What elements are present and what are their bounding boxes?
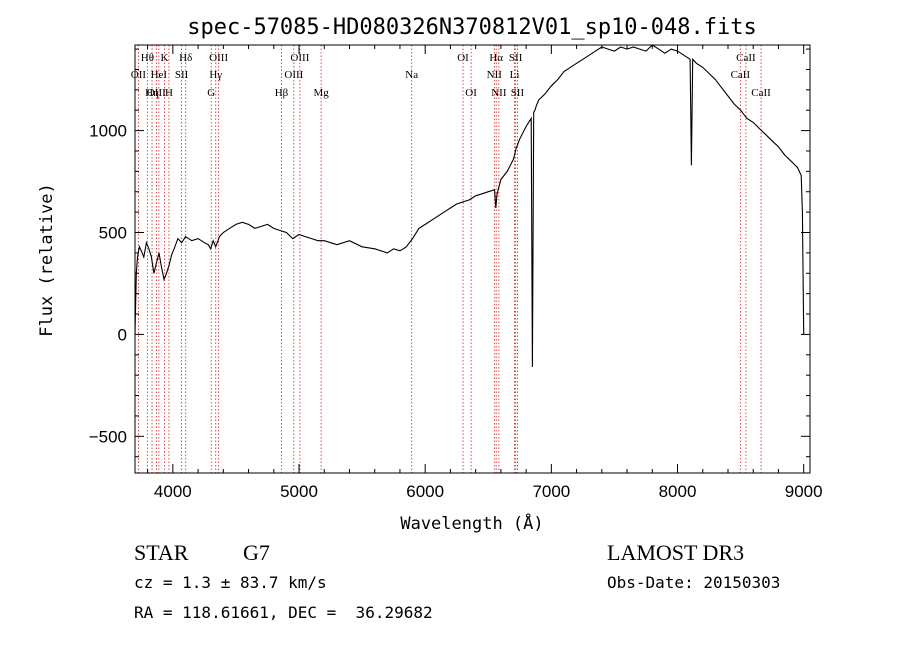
survey-name: LAMOST DR3 bbox=[607, 540, 745, 565]
spectral-line-label: Hη bbox=[145, 87, 159, 99]
y-tick-label: −500 bbox=[89, 427, 127, 446]
x-axis: 4000 5000 6000 7000 8000 9000 bbox=[147, 45, 823, 501]
spectral-line-label: CaII bbox=[751, 87, 771, 99]
spectral-line-label: Hδ bbox=[179, 52, 192, 64]
spectral-line-label: Hγ bbox=[209, 69, 222, 81]
spectral-line-label: Hβ bbox=[275, 87, 289, 99]
obs-date: Obs-Date: 20150303 bbox=[607, 573, 781, 592]
object-subclass: G7 bbox=[243, 540, 270, 565]
spectrum-series-line bbox=[134, 44, 805, 368]
spectral-line-label: Mg bbox=[313, 87, 329, 99]
chart-title: spec-57085-HD080326N370812V01_sp10-048.f… bbox=[187, 15, 757, 40]
y-tick-label: 1000 bbox=[89, 122, 127, 141]
x-tick-label: 7000 bbox=[532, 482, 570, 501]
spectral-line-label: HeI bbox=[151, 69, 168, 81]
y-tick-label: 500 bbox=[99, 224, 127, 243]
x-tick-label: 9000 bbox=[785, 482, 823, 501]
spectral-line-label: SII bbox=[175, 69, 189, 81]
coordinates-readout: RA = 118.61661, DEC = 36.29682 bbox=[134, 603, 433, 622]
y-tick-label: 0 bbox=[118, 325, 127, 344]
spectral-line-label: Na bbox=[405, 69, 418, 81]
spectral-line-label: OI bbox=[457, 52, 469, 64]
spectral-line-label: H bbox=[165, 87, 173, 99]
x-tick-label: 4000 bbox=[154, 482, 192, 501]
object-class: STAR bbox=[134, 540, 189, 565]
x-tick-label: 5000 bbox=[280, 482, 318, 501]
spectral-line-label: NII bbox=[491, 87, 507, 99]
x-tick-label: 8000 bbox=[659, 482, 697, 501]
spectral-line-label: Li bbox=[510, 69, 520, 81]
spectral-line-label: G bbox=[207, 87, 215, 99]
spectral-line-label: NII bbox=[487, 69, 503, 81]
plot-frame bbox=[134, 44, 811, 474]
spectral-line-labels: Hθ K Hδ OIII OIII OI Hα SII CaII OII HeI SII Hγ OIII N… bbox=[131, 52, 771, 99]
x-tick-label: 6000 bbox=[406, 482, 444, 501]
spectral-line-label: OI bbox=[465, 87, 477, 99]
spectral-line-label: SII bbox=[509, 52, 523, 64]
spectral-line-label: OIII bbox=[209, 52, 228, 64]
spectrum-chart: spec-57085-HD080326N370812V01_sp10-048.f… bbox=[37, 15, 823, 534]
spectral-line-label: CaII bbox=[731, 69, 751, 81]
y-axis-label: Flux (relative) bbox=[37, 183, 57, 337]
y-axis: −500 0 500 1000 bbox=[89, 48, 810, 458]
spectral-line-label: OII bbox=[131, 69, 147, 81]
spectral-line-label: K bbox=[161, 52, 169, 64]
spectral-line-label: Hθ bbox=[141, 52, 154, 64]
velocity-readout: cz = 1.3 ± 83.7 km/s bbox=[134, 573, 327, 592]
spectral-line-label: OIII bbox=[290, 52, 309, 64]
spectral-line-markers bbox=[138, 45, 762, 473]
spectral-line-label: Hα bbox=[489, 52, 503, 64]
spectral-line-label: SII bbox=[511, 87, 525, 99]
spectral-line-label: OIII bbox=[284, 69, 303, 81]
x-axis-label: Wavelength (Å) bbox=[400, 512, 543, 534]
spectral-line-label: CaII bbox=[736, 52, 756, 64]
spectral-line-label: OIII bbox=[147, 87, 166, 99]
